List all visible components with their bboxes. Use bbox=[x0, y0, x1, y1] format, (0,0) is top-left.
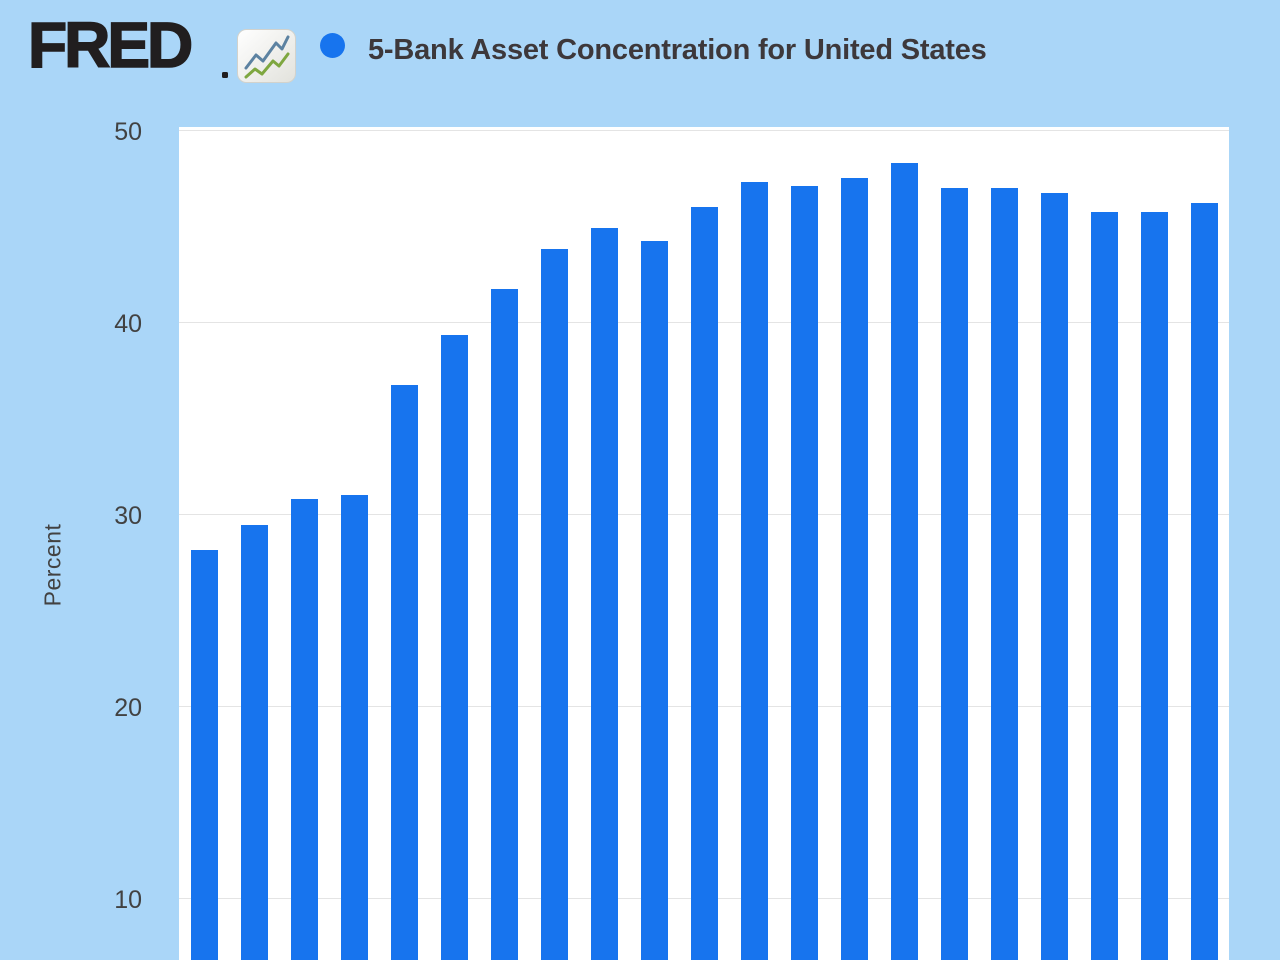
bar-18[interactable] bbox=[1040, 193, 1068, 960]
bar-9[interactable] bbox=[590, 227, 618, 960]
bar-19[interactable] bbox=[1090, 212, 1118, 960]
bar-13[interactable] bbox=[790, 185, 818, 960]
y-tick-label-30: 30 bbox=[114, 502, 142, 530]
bar-14[interactable] bbox=[840, 177, 868, 960]
fred-logo-trademark-dot bbox=[222, 72, 228, 78]
bar-12[interactable] bbox=[740, 181, 768, 960]
y-axis-title: Percent bbox=[39, 523, 66, 607]
fred-sparkline-icon bbox=[237, 29, 296, 83]
plot-area bbox=[179, 127, 1229, 960]
bar-5[interactable] bbox=[390, 385, 418, 960]
bar-17[interactable] bbox=[990, 187, 1018, 960]
y-tick-label-50: 50 bbox=[114, 118, 142, 146]
y-tick-label-40: 40 bbox=[114, 310, 142, 338]
gridline-y-50 bbox=[179, 129, 1229, 131]
bar-6[interactable] bbox=[440, 335, 468, 960]
bar-3[interactable] bbox=[290, 498, 318, 960]
bar-2[interactable] bbox=[240, 525, 268, 960]
chart-title: 5-Bank Asset Concentration for United St… bbox=[368, 34, 987, 67]
bar-4[interactable] bbox=[340, 494, 368, 960]
bar-8[interactable] bbox=[540, 248, 568, 960]
bar-7[interactable] bbox=[490, 289, 518, 960]
bar-21[interactable] bbox=[1190, 202, 1218, 960]
bar-20[interactable] bbox=[1140, 212, 1168, 960]
y-tick-label-20: 20 bbox=[114, 694, 142, 722]
fred-logo-text[interactable]: FRED bbox=[27, 9, 194, 81]
series-legend-dot[interactable] bbox=[320, 33, 345, 58]
bar-10[interactable] bbox=[640, 241, 668, 960]
bar-11[interactable] bbox=[690, 206, 718, 960]
y-tick-label-10: 10 bbox=[114, 886, 142, 914]
bar-1[interactable] bbox=[190, 550, 218, 960]
bar-15[interactable] bbox=[890, 162, 918, 960]
bar-16[interactable] bbox=[940, 187, 968, 960]
